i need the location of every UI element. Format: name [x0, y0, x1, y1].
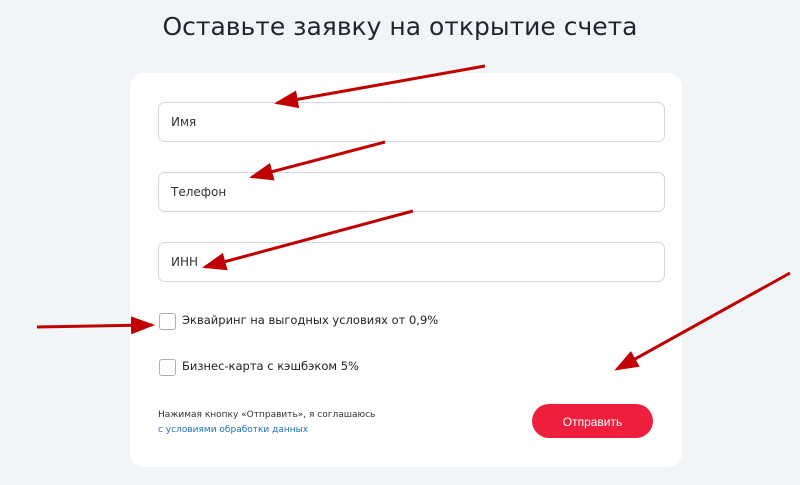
- business-card-label: Бизнес-карта с кэшбэком 5%: [182, 359, 359, 373]
- name-input[interactable]: Имя: [158, 102, 665, 142]
- acquiring-checkbox[interactable]: [159, 313, 176, 330]
- arrow-to-submit: [614, 271, 791, 371]
- arrow-to-phone: [249, 140, 386, 181]
- page-title: Оставьте заявку на открытие счета: [162, 12, 638, 41]
- application-form: Имя Телефон ИНН Эквайринг на выгодных ус…: [130, 73, 682, 467]
- acquiring-label: Эквайринг на выгодных условиях от 0,9%: [182, 313, 439, 327]
- phone-input[interactable]: Телефон: [158, 172, 665, 212]
- inn-input[interactable]: ИНН: [158, 242, 665, 282]
- arrow-to-inn: [202, 209, 414, 271]
- arrow-to-acquiring: [36, 316, 155, 335]
- data-processing-link[interactable]: с условиями обработки данных: [158, 425, 309, 435]
- business-card-checkbox[interactable]: [159, 359, 176, 376]
- agreement-text: Нажимая кнопку «Отправить», я соглашаюсь…: [158, 408, 375, 438]
- arrow-to-name: [274, 64, 486, 109]
- agreement-line: Нажимая кнопку «Отправить», я соглашаюсь: [158, 410, 376, 420]
- submit-button[interactable]: Отправить: [532, 404, 653, 438]
